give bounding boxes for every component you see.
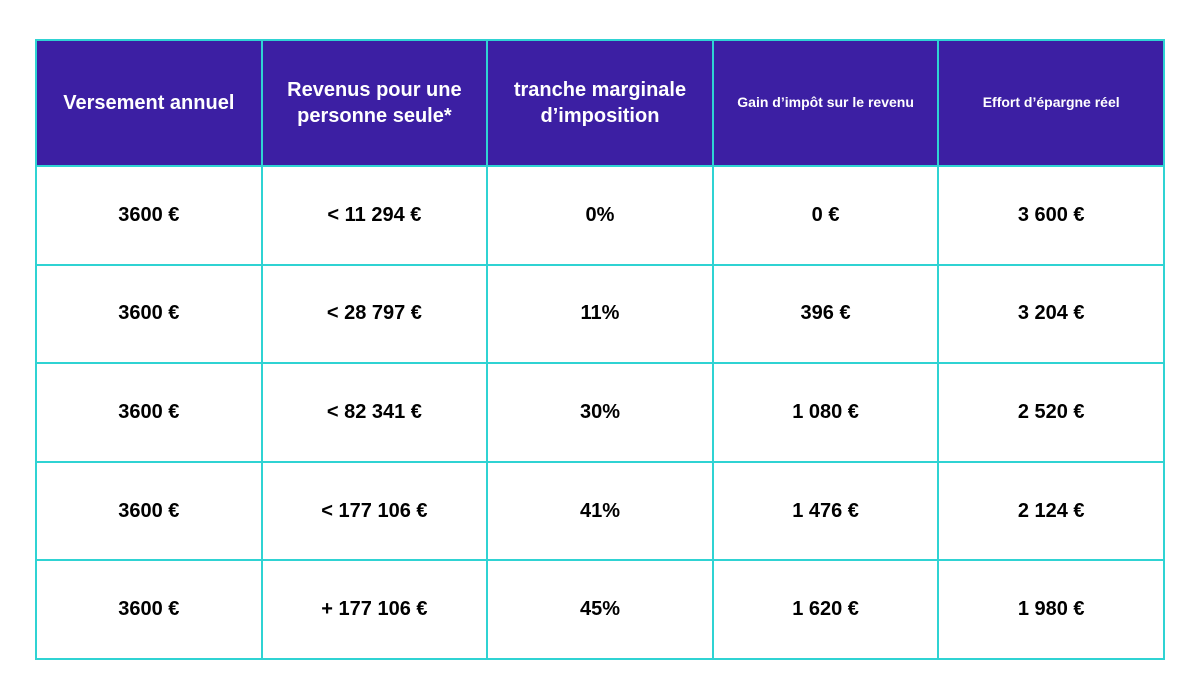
cell-revenus: < 82 341 € bbox=[260, 362, 489, 463]
table-row: 3600 € < 11 294 € 0% 0 € 3 600 € bbox=[35, 165, 1165, 266]
table-body: 3600 € < 11 294 € 0% 0 € 3 600 € 3600 € … bbox=[35, 165, 1165, 660]
header-versement-annuel: Versement annuel bbox=[35, 39, 263, 167]
cell-tranche: 11% bbox=[486, 263, 714, 365]
header-effort-epargne: Effort d’épargne réel bbox=[937, 39, 1165, 167]
table-row: 3600 € < 28 797 € 11% 396 € 3 204 € bbox=[35, 263, 1165, 365]
cell-tranche: 0% bbox=[486, 165, 714, 266]
tax-savings-table: Versement annuel Revenus pour une person… bbox=[35, 39, 1165, 660]
cell-versement: 3600 € bbox=[35, 263, 263, 365]
cell-versement: 3600 € bbox=[35, 165, 263, 266]
header-tranche-marginale: tranche marginale d’imposition bbox=[486, 39, 714, 167]
cell-gain: 396 € bbox=[711, 263, 940, 365]
cell-tranche: 41% bbox=[486, 460, 714, 562]
header-revenus: Revenus pour une personne seule* bbox=[260, 39, 489, 167]
cell-versement: 3600 € bbox=[35, 460, 263, 562]
table-row: 3600 € < 82 341 € 30% 1 080 € 2 520 € bbox=[35, 362, 1165, 463]
cell-versement: 3600 € bbox=[35, 362, 263, 463]
cell-effort: 1 980 € bbox=[937, 559, 1165, 660]
table-header: Versement annuel Revenus pour une person… bbox=[35, 39, 1165, 167]
cell-gain: 1 620 € bbox=[711, 559, 940, 660]
cell-revenus: + 177 106 € bbox=[260, 559, 489, 660]
header-gain-impot: Gain d’impôt sur le revenu bbox=[711, 39, 940, 167]
table-row: 3600 € + 177 106 € 45% 1 620 € 1 980 € bbox=[35, 559, 1165, 660]
cell-revenus: < 11 294 € bbox=[260, 165, 489, 266]
cell-gain: 0 € bbox=[711, 165, 940, 266]
cell-versement: 3600 € bbox=[35, 559, 263, 660]
cell-effort: 2 520 € bbox=[937, 362, 1165, 463]
cell-effort: 3 204 € bbox=[937, 263, 1165, 365]
cell-tranche: 30% bbox=[486, 362, 714, 463]
cell-gain: 1 476 € bbox=[711, 460, 940, 562]
cell-effort: 3 600 € bbox=[937, 165, 1165, 266]
cell-revenus: < 28 797 € bbox=[260, 263, 489, 365]
cell-revenus: < 177 106 € bbox=[260, 460, 489, 562]
tax-savings-table-container: Versement annuel Revenus pour une person… bbox=[35, 39, 1165, 660]
cell-tranche: 45% bbox=[486, 559, 714, 660]
cell-effort: 2 124 € bbox=[937, 460, 1165, 562]
cell-gain: 1 080 € bbox=[711, 362, 940, 463]
table-row: 3600 € < 177 106 € 41% 1 476 € 2 124 € bbox=[35, 460, 1165, 562]
header-row: Versement annuel Revenus pour une person… bbox=[35, 39, 1165, 167]
